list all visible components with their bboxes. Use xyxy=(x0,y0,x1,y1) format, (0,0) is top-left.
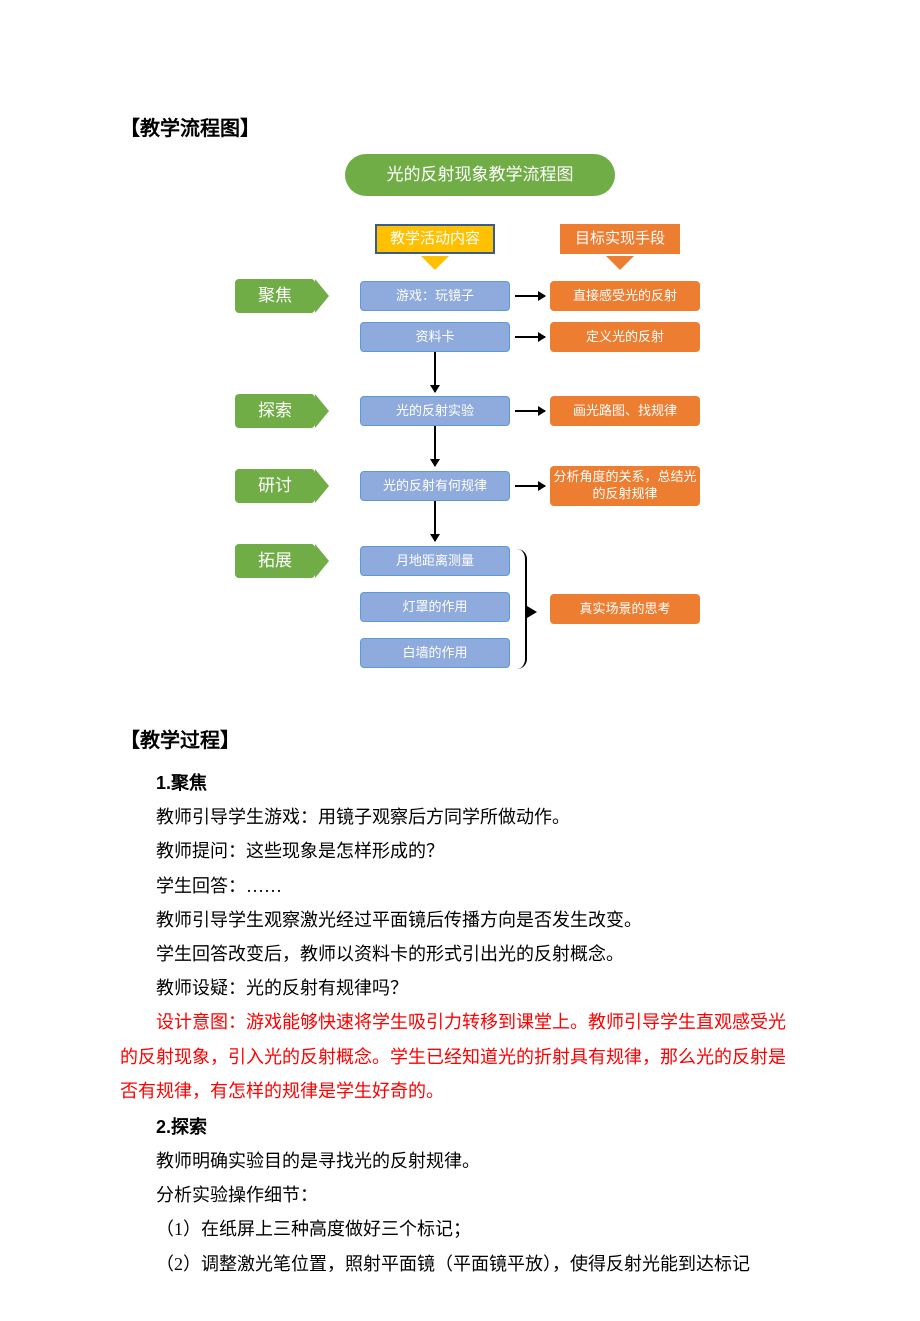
sec1-title: 1.聚焦 xyxy=(156,766,800,800)
sec2-p2: 分析实验操作细节： xyxy=(120,1178,800,1212)
node-feel: 直接感受光的反射 xyxy=(550,281,700,311)
arrow-a1b1 xyxy=(515,295,545,297)
flowchart-heading: 【教学流程图】 xyxy=(120,110,800,148)
brace xyxy=(515,549,527,669)
node-analyze: 分析角度的关系，总结光的反射规律 xyxy=(550,466,700,506)
callout-goal-arrow xyxy=(606,256,634,270)
flowchart-title: 光的反射现象教学流程图 xyxy=(345,154,615,196)
brace-tip xyxy=(527,606,537,618)
sec1-p5: 学生回答改变后，教师以资料卡的形式引出光的反射概念。 xyxy=(120,937,800,971)
sec1-p3: 学生回答：…… xyxy=(120,869,800,903)
node-wall: 白墙的作用 xyxy=(360,638,510,668)
sec2-s2: （2）调整激光笔位置，照射平面镜（平面镜平放），使得反射光能到达标记 xyxy=(120,1247,800,1281)
arrow-a3b3 xyxy=(515,410,545,412)
stage-discuss-arrow xyxy=(315,469,329,503)
node-game: 游戏：玩镜子 xyxy=(360,281,510,311)
sec1-p4: 教师引导学生观察激光经过平面镜后传播方向是否发生改变。 xyxy=(120,903,800,937)
sec2-s1: （1）在纸屏上三种高度做好三个标记； xyxy=(120,1212,800,1246)
sec2-title: 2.探索 xyxy=(156,1110,800,1144)
sec1-red: 设计意图：游戏能够快速将学生吸引力转移到课堂上。教师引导学生直观感受光的反射现象… xyxy=(120,1005,800,1108)
arrow-a2b2 xyxy=(515,336,545,338)
stage-focus: 聚焦 xyxy=(235,279,315,313)
sec2-p1: 教师明确实验目的是寻找光的反射规律。 xyxy=(120,1144,800,1178)
stage-extend-arrow xyxy=(315,544,329,578)
node-moon: 月地距离测量 xyxy=(360,546,510,576)
flowchart-diagram: 光的反射现象教学流程图 教学活动内容 目标实现手段 聚焦 游戏：玩镜子 直接感受… xyxy=(180,154,740,714)
stage-focus-arrow xyxy=(315,279,329,313)
sec1-p6: 教师设疑：光的反射有规律吗？ xyxy=(120,971,800,1005)
callout-activity-arrow xyxy=(421,256,449,270)
stage-explore-arrow xyxy=(315,394,329,428)
node-lamp: 灯罩的作用 xyxy=(360,592,510,622)
node-define: 定义光的反射 xyxy=(550,322,700,352)
stage-discuss: 研讨 xyxy=(235,469,315,503)
node-card: 资料卡 xyxy=(360,322,510,352)
stage-extend: 拓展 xyxy=(235,544,315,578)
sec1-p1: 教师引导学生游戏：用镜子观察后方同学所做动作。 xyxy=(120,800,800,834)
node-law: 光的反射有何规律 xyxy=(360,471,510,501)
node-exp: 光的反射实验 xyxy=(360,396,510,426)
arrow-down-1 xyxy=(434,352,436,392)
arrow-a4b4 xyxy=(515,485,545,487)
sec1-p2: 教师提问：这些现象是怎样形成的？ xyxy=(120,834,800,868)
node-draw: 画光路图、找规律 xyxy=(550,396,700,426)
arrow-down-2 xyxy=(434,426,436,466)
stage-explore: 探索 xyxy=(235,394,315,428)
arrow-down-3 xyxy=(434,501,436,541)
callout-goal: 目标实现手段 xyxy=(560,224,680,254)
process-heading: 【教学过程】 xyxy=(120,722,800,760)
node-scene: 真实场景的思考 xyxy=(550,594,700,624)
callout-activity: 教学活动内容 xyxy=(375,224,495,254)
